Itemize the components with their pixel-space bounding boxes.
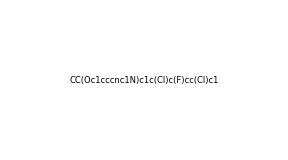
Text: CC(Oc1cccnc1N)c1c(Cl)c(F)cc(Cl)c1: CC(Oc1cccnc1N)c1c(Cl)c(F)cc(Cl)c1 (69, 76, 219, 84)
